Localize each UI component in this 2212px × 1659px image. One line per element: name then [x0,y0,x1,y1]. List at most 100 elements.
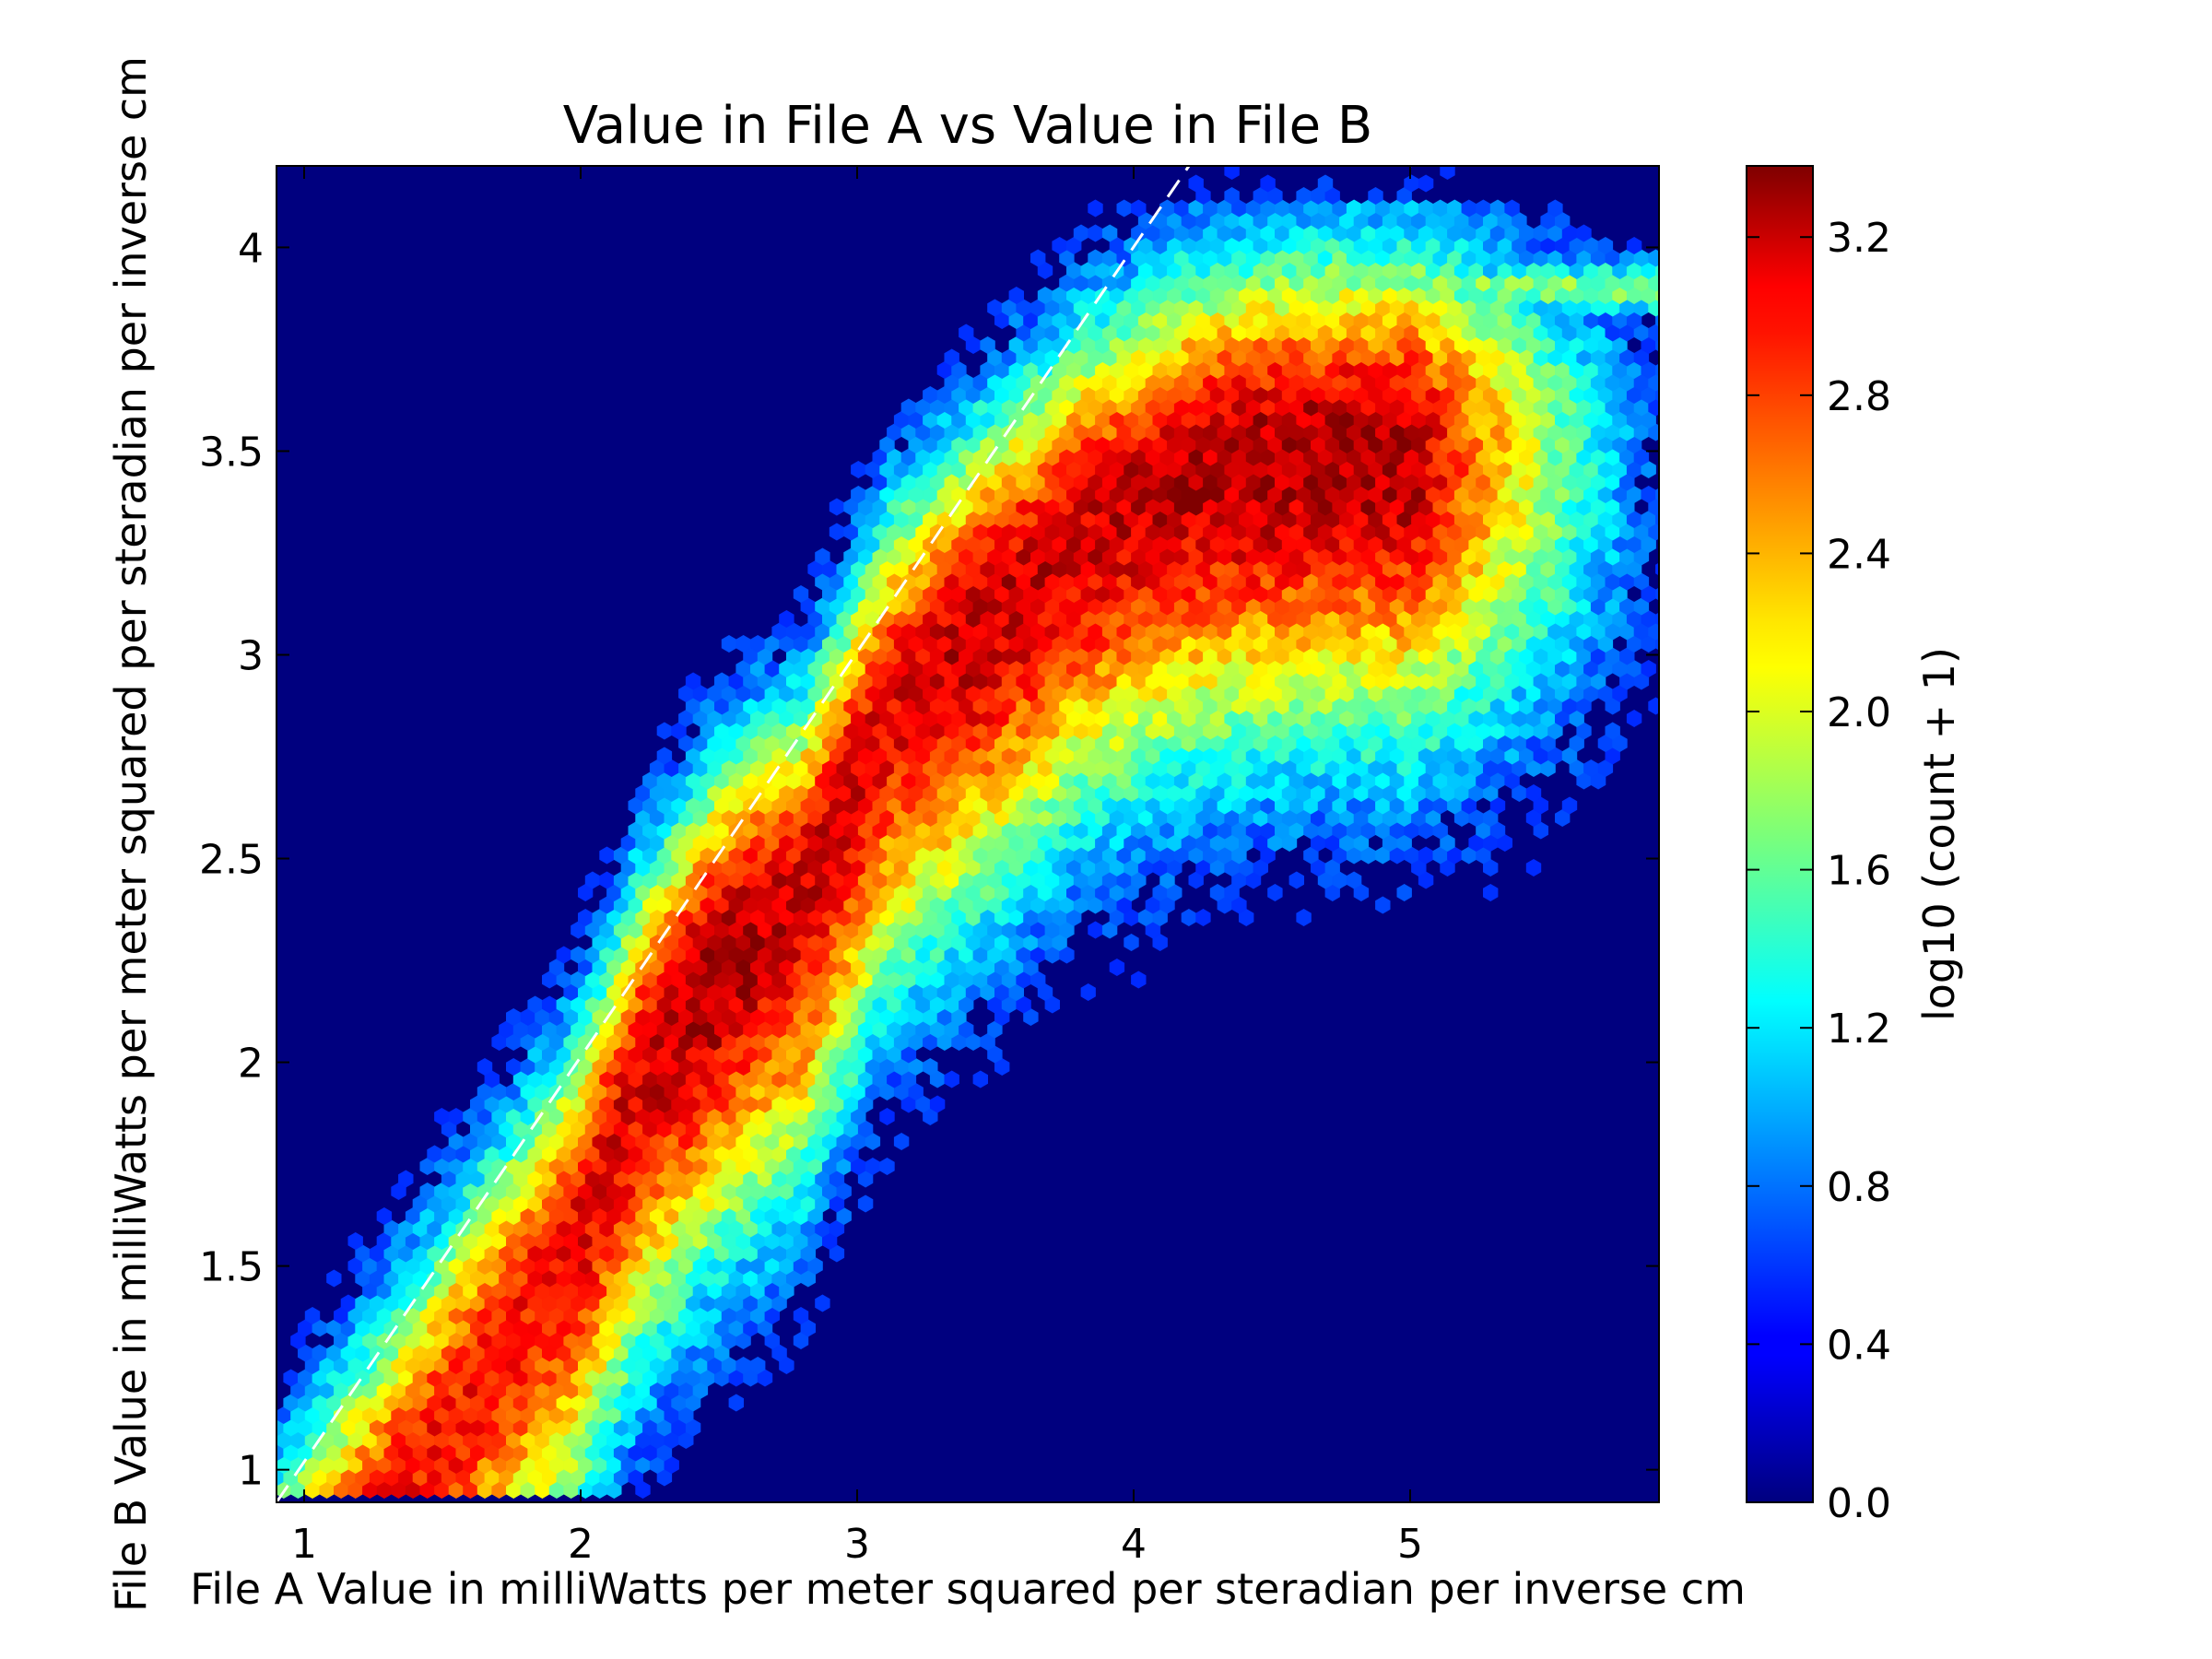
hexbin-cell [304,1307,321,1324]
hexbin-cell [980,336,995,354]
y-tick-label: 3.5 [199,429,264,476]
hexbin-cell [1483,884,1499,901]
hexbin-cell [1116,199,1132,218]
hexbin-cell [728,1394,744,1412]
hexbin-cell [1476,199,1491,218]
hexbin-cell [312,1344,328,1362]
x-tick-label: 1 [291,1521,317,1568]
hexbin-cell [1408,166,1415,168]
hexbin-cell [1368,187,1383,205]
hexbin-cell [527,995,543,1014]
hexbin-cell [1195,909,1211,926]
hexbin-cell [1663,374,1677,391]
hexbin-cell [1396,884,1412,901]
hexbin-cell [1404,174,1419,193]
hexbin-cell [1655,587,1659,601]
hexbin-cell [1655,612,1659,626]
hexbin-cell [1030,249,1046,267]
x-tick-label: 5 [1397,1521,1423,1568]
hexbin-cell [1648,324,1659,342]
hexbin-density-layer [276,166,1685,1499]
hexbin-cell [1267,884,1283,901]
hexbin-cell [879,1108,895,1125]
hexbin-cell [721,635,737,653]
colorbar-tick-label: 0.0 [1827,1480,1891,1527]
hexbin-cell [1296,187,1312,205]
hexbin-cell [347,1232,363,1250]
hexbin-cell [1418,846,1434,865]
hexbin-cell [584,871,601,889]
hexbin-cell [1670,288,1685,304]
hexbin-cell [1073,224,1089,242]
colorbar-tick-label: 0.8 [1827,1164,1891,1211]
hexbin-cell [1641,486,1656,503]
hexbin-cell [1209,884,1226,901]
y-tick-label: 4 [238,225,264,272]
hexbin-cell [1131,199,1147,218]
hexbin-cell [427,1145,442,1163]
hexbin-cell [1583,759,1599,777]
hexbin-cell [1432,199,1448,218]
hexbin-cell [578,909,594,926]
x-tick-label: 3 [844,1521,870,1568]
hexbin-cell [1663,250,1677,266]
x-tick-label: 4 [1121,1521,1147,1568]
hexbin-cell [893,1133,910,1150]
colorbar-tick-label: 2.4 [1827,531,1891,578]
hexbin-cell [815,547,830,566]
hexbin-cell [735,1357,751,1374]
colorbar-tick-label: 2.0 [1827,689,1891,736]
hexbin-cell [779,610,794,628]
colorbar-tick-label: 1.2 [1827,1006,1891,1053]
hexbin-cell [599,846,615,865]
hexbin-cell [340,1294,357,1312]
y-tick-label: 1.5 [199,1244,264,1291]
hexbin-cell [1605,722,1620,740]
hexbin-cell [1626,710,1642,727]
hexbin-cell [1101,224,1118,242]
y-tick-label: 2 [238,1041,264,1088]
hexbin-cell [685,672,701,690]
hexbin-cell [793,585,809,603]
hexbin-cell [1597,237,1614,254]
hexbin-cell [434,1108,450,1125]
hexbin-cell [1670,312,1685,329]
hexbin-cell [656,722,673,740]
hexbin-cell [944,1070,959,1088]
hexbin-cell [1181,909,1197,926]
hexbin-cell [1489,199,1506,218]
hexbin-cell [1418,174,1434,193]
hexbin-cell [506,1058,522,1076]
hexbin-cell [1375,896,1391,914]
hexbin-cell [656,747,673,765]
hexbin-cell [419,1182,435,1200]
colorbar-tick-label: 2.8 [1827,373,1891,420]
hexbin-cell [1576,224,1592,242]
hexbin-cell [1547,199,1563,218]
hexbin-cell [750,635,766,653]
hexbin-cell [1655,562,1659,576]
hexbin-cell [1173,199,1190,218]
hexbin-cell [750,1357,766,1374]
colorbar-tick-label: 3.2 [1827,215,1891,262]
hexbin-cell [1159,199,1175,218]
hexbin-cell [1317,174,1334,193]
y-axis-label: File B Value in milliWatts per meter squ… [106,56,156,1612]
hexbin-cell [923,386,938,404]
hexbin-cell [1109,959,1125,976]
y-tick-label: 1 [238,1448,264,1495]
hexbin-cell [1461,199,1477,218]
hexbin-cell [829,498,845,516]
hexbin-cell [1088,199,1103,218]
hexbin-cell [714,672,730,690]
hexbin-cell [1288,871,1304,889]
hexbin-cell [1504,199,1520,218]
hexbin-cell [448,1108,465,1125]
hexbin-cell [556,946,571,964]
hexbin-cell [1655,488,1659,501]
chart-title: Value in File A vs Value in File B [563,96,1373,156]
hexbin-cell [1418,199,1434,218]
hexbin-cell [857,1194,874,1213]
hexbin-cell [944,348,959,367]
